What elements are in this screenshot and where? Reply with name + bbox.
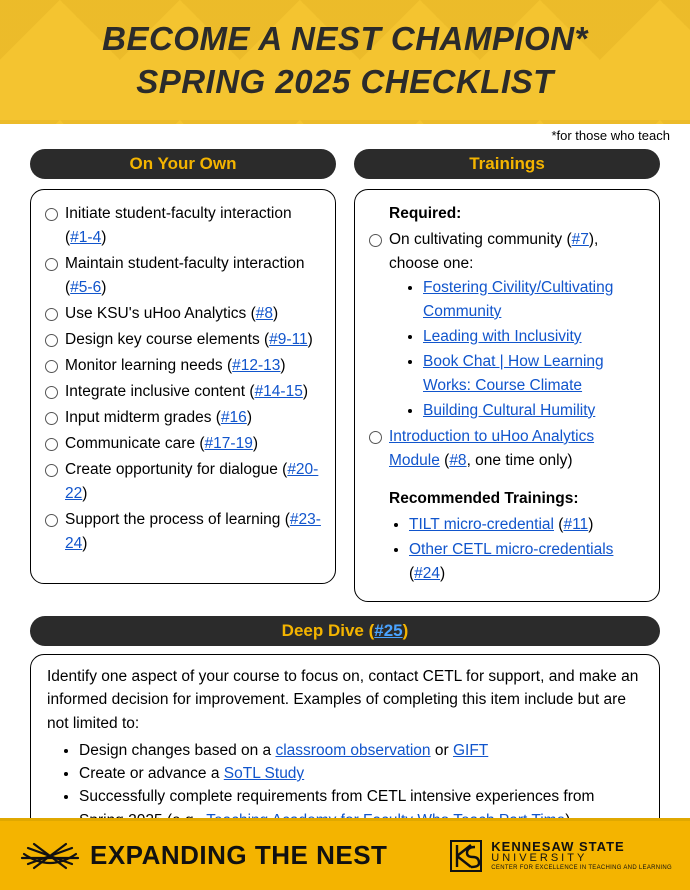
choice-item-4: Building Cultural Humility [423, 399, 645, 423]
classroom-observation-link[interactable]: classroom observation [275, 742, 430, 759]
on-your-own-box: Initiate student-faculty interaction (#1… [30, 189, 336, 584]
rec1-num[interactable]: #11 [563, 516, 588, 533]
cultivating-community-item: On cultivating community (#7), choose on… [369, 228, 645, 423]
ksu-logo-icon [449, 839, 483, 873]
choice-item-3: Book Chat | How Learning Works: Course C… [423, 350, 645, 398]
cultivating-choices: Fostering Civility/Cultivating Community… [389, 276, 645, 423]
gift-link[interactable]: GIFT [453, 742, 488, 759]
own-item-10: Support the process of learning (#23-24) [45, 508, 321, 556]
own-link-2[interactable]: #5-6 [70, 279, 101, 296]
on-your-own-list: Initiate student-faculty interaction (#1… [45, 202, 321, 556]
uhoo-paren-pre: ( [440, 452, 449, 469]
deep-heading-post: ) [403, 621, 409, 640]
choice-link-2[interactable]: Leading with Inclusivity [423, 328, 582, 345]
deep-dive-section: Deep Dive (#25) Identify one aspect of y… [0, 616, 690, 847]
own-link-3[interactable]: #8 [256, 305, 273, 322]
trainings-box: Required: On cultivating community (#7),… [354, 189, 660, 602]
deep-bullet-1: Design changes based on a classroom obse… [79, 739, 643, 762]
footer-banner: EXPANDING THE NEST KENNESAW STATE UNIVER… [0, 818, 690, 890]
choice-link-1[interactable]: Fostering Civility/Cultivating Community [423, 279, 613, 320]
deep-heading-link[interactable]: #25 [374, 621, 402, 640]
rec-item-2: Other CETL micro-credentials (#24) [409, 538, 645, 586]
choice-item-1: Fostering Civility/Cultivating Community [423, 276, 645, 324]
choice-item-2: Leading with Inclusivity [423, 325, 645, 349]
ksu-line3: CENTER FOR EXCELLENCE IN TEACHING AND LE… [491, 865, 672, 871]
rec-item-1: TILT micro-credential (#11) [409, 513, 645, 537]
own-item-6: Integrate inclusive content (#14-15) [45, 380, 321, 404]
expanding-the-nest: EXPANDING THE NEST [90, 840, 387, 871]
own-item-2: Maintain student-faculty interaction (#5… [45, 252, 321, 300]
own-item-9: Create opportunity for dialogue (#20-22) [45, 458, 321, 506]
deep-heading-pre: Deep Dive ( [282, 621, 375, 640]
own-item-7: Input midterm grades (#16) [45, 406, 321, 430]
choice-link-3[interactable]: Book Chat | How Learning Works: Course C… [423, 353, 604, 394]
own-link-1[interactable]: #1-4 [70, 229, 101, 246]
own-item-5: Monitor learning needs (#12-13) [45, 354, 321, 378]
two-column-region: On Your Own Initiate student-faculty int… [0, 143, 690, 616]
recommended-list: TILT micro-credential (#11) Other CETL m… [369, 513, 645, 586]
own-link-7[interactable]: #16 [221, 409, 247, 426]
on-your-own-heading: On Your Own [30, 149, 336, 179]
rec2-num[interactable]: #24 [414, 565, 440, 582]
uhoo-item: Introduction to uHoo Analytics Module (#… [369, 425, 645, 473]
trainings-column: Trainings Required: On cultivating commu… [354, 149, 660, 602]
own-link-4[interactable]: #9-11 [269, 331, 308, 348]
recommended-label: Recommended Trainings: [389, 487, 645, 511]
deep-dive-heading: Deep Dive (#25) [30, 616, 660, 646]
title-line1: BECOME A NEST CHAMPION* [102, 20, 588, 57]
own-link-6[interactable]: #14-15 [255, 383, 303, 400]
own-item-8: Communicate care (#17-19) [45, 432, 321, 456]
own-item-3: Use KSU's uHoo Analytics (#8) [45, 302, 321, 326]
cultivating-link[interactable]: #7 [572, 231, 589, 248]
uhoo-num-link[interactable]: #8 [449, 452, 466, 469]
nest-icon [18, 834, 82, 878]
ksu-logo-block: KENNESAW STATE UNIVERSITY CENTER FOR EXC… [449, 839, 672, 873]
rec2-link[interactable]: Other CETL micro-credentials [409, 541, 613, 558]
deep-intro: Identify one aspect of your course to fo… [47, 665, 643, 735]
own-link-5[interactable]: #12-13 [232, 357, 280, 374]
ksu-text: KENNESAW STATE UNIVERSITY CENTER FOR EXC… [491, 840, 672, 871]
deep-bullet-2: Create or advance a SoTL Study [79, 762, 643, 785]
own-link-8[interactable]: #17-19 [205, 435, 253, 452]
on-your-own-column: On Your Own Initiate student-faculty int… [30, 149, 336, 602]
title-line2: SPRING 2025 CHECKLIST [136, 63, 554, 100]
cultivating-pre: On cultivating community ( [389, 231, 572, 248]
trainings-heading: Trainings [354, 149, 660, 179]
own-item-1: Initiate student-faculty interaction (#1… [45, 202, 321, 250]
ksu-line2: UNIVERSITY [491, 853, 672, 864]
required-label: Required: [389, 202, 645, 226]
rec1-link[interactable]: TILT micro-credential [409, 516, 554, 533]
sotl-link[interactable]: SoTL Study [224, 765, 304, 782]
choice-link-4[interactable]: Building Cultural Humility [423, 402, 595, 419]
subnote: *for those who teach [0, 124, 690, 143]
page-title: BECOME A NEST CHAMPION* SPRING 2025 CHEC… [20, 18, 670, 104]
own-item-4: Design key course elements (#9-11) [45, 328, 321, 352]
header-banner: BECOME A NEST CHAMPION* SPRING 2025 CHEC… [0, 0, 690, 124]
uhoo-paren-post: , one time only) [467, 452, 573, 469]
required-list: On cultivating community (#7), choose on… [369, 228, 645, 473]
